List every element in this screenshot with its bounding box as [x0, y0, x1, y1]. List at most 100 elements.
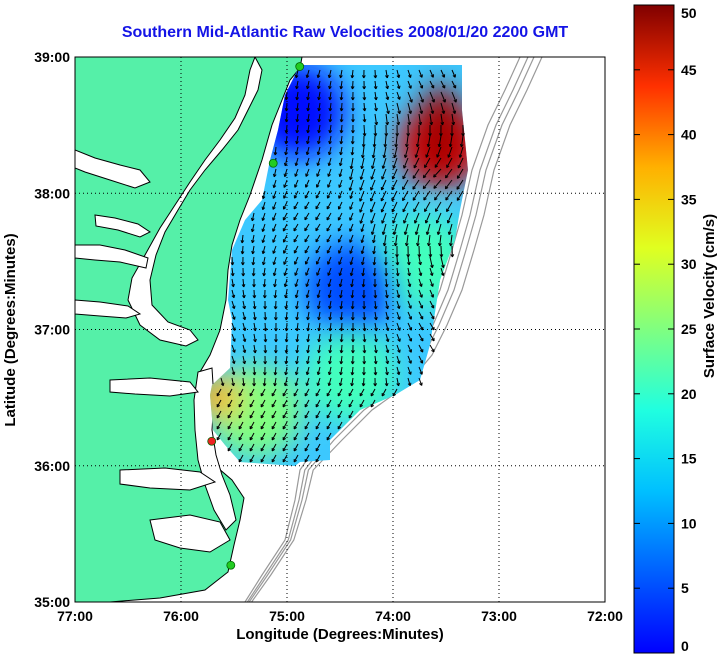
velocity-arrow: [349, 223, 354, 232]
velocity-arrow: [372, 256, 377, 266]
velocity-arrow: [261, 201, 266, 211]
velocity-arrow: [272, 190, 277, 199]
colorbar-tick-label: 10: [681, 515, 697, 531]
velocity-arrow: [429, 333, 435, 342]
velocity-arrow: [385, 311, 390, 321]
velocity-arrow: [274, 344, 278, 354]
velocity-arrow: [446, 212, 453, 224]
velocity-arrow: [360, 245, 365, 255]
velocity-arrow: [337, 234, 343, 243]
velocity-arrow: [328, 311, 333, 321]
velocity-arrow: [349, 234, 354, 243]
velocity-arrow: [373, 355, 378, 365]
velocity-arrow: [283, 245, 288, 254]
velocity-arrow: [361, 135, 366, 148]
velocity-arrow: [327, 179, 332, 188]
velocity-arrow: [440, 256, 445, 269]
colorbar-tick-label: 15: [681, 451, 697, 467]
velocity-arrow: [437, 135, 442, 148]
velocity-arrow: [260, 410, 266, 419]
velocity-arrow: [339, 80, 344, 90]
velocity-arrow: [429, 278, 434, 287]
velocity-arrow: [418, 80, 424, 89]
velocity-arrow: [396, 278, 400, 288]
velocity-arrow: [262, 377, 267, 387]
velocity-arrow: [282, 432, 288, 441]
velocity-arrow: [359, 201, 365, 213]
velocity-arrow: [433, 179, 442, 189]
velocity-arrow: [429, 322, 435, 331]
velocity-arrow: [414, 223, 420, 235]
velocity-arrow: [349, 256, 354, 266]
velocity-arrow: [305, 146, 310, 156]
colorbar-tick-label: 5: [681, 580, 689, 596]
velocity-arrow: [359, 212, 365, 224]
velocity-arrow: [317, 80, 321, 90]
velocity-arrow: [250, 223, 255, 233]
velocity-arrow: [444, 179, 453, 190]
velocity-arrow: [381, 168, 387, 180]
velocity-arrow: [370, 168, 376, 180]
velocity-arrow: [249, 399, 255, 408]
velocity-arrow: [446, 157, 453, 169]
velocity-arrow: [415, 135, 420, 148]
velocity-arrow: [328, 300, 332, 310]
velocity-arrow: [403, 157, 409, 169]
velocity-arrow: [385, 300, 389, 310]
velocity-arrow: [440, 267, 445, 276]
velocity-arrow: [295, 80, 299, 90]
x-tick-label: 76:00: [163, 608, 199, 624]
velocity-arrow: [242, 322, 247, 332]
plot-frame: [74, 56, 606, 603]
velocity-arrow: [304, 190, 310, 199]
velocity-arrow: [282, 234, 288, 243]
velocity-arrow: [395, 267, 400, 277]
y-tick-label: 35:00: [34, 594, 70, 610]
velocity-arrow: [306, 355, 310, 365]
velocity-arrow: [451, 80, 457, 89]
velocity-arrow: [385, 333, 390, 343]
velocity-arrow: [250, 212, 255, 222]
velocity-arrow: [260, 388, 266, 397]
velocity-arrow: [294, 377, 299, 387]
velocity-arrow: [240, 234, 245, 244]
velocity-arrow: [440, 91, 446, 103]
velocity-arrow: [339, 344, 344, 354]
x-tick-label: 74:00: [375, 608, 411, 624]
velocity-arrow: [418, 289, 423, 298]
velocity-arrow: [327, 377, 332, 387]
velocity-arrow: [306, 124, 310, 134]
velocity-arrow: [374, 102, 378, 112]
velocity-arrow: [370, 223, 376, 235]
velocity-arrow: [373, 80, 378, 90]
velocity-arrow: [339, 69, 343, 79]
velocity-arrow: [261, 223, 266, 232]
velocity-arrow: [440, 102, 446, 114]
velocity-arrow: [380, 190, 387, 202]
velocity-arrow: [283, 278, 288, 288]
velocity-arrow: [338, 245, 343, 254]
velocity-arrow: [304, 410, 310, 419]
velocity-arrow: [380, 179, 387, 191]
velocity-arrow: [263, 344, 268, 354]
velocity-arrow: [361, 267, 366, 277]
velocity-arrow: [337, 212, 343, 221]
velocity-arrow: [316, 289, 321, 299]
velocity-arrow: [241, 377, 246, 387]
velocity-arrow: [374, 344, 378, 354]
velocity-arrow: [295, 113, 300, 123]
station-marker: [268, 158, 278, 168]
velocity-arrow: [407, 300, 412, 309]
y-tick-label: 36:00: [34, 458, 70, 474]
velocity-arrow: [449, 234, 453, 247]
velocity-arrow: [294, 168, 299, 177]
velocity-arrow: [261, 212, 266, 221]
velocity-arrow: [295, 91, 300, 101]
velocity-arrow: [350, 366, 355, 376]
velocity-arrow: [394, 135, 399, 148]
velocity-arrow: [249, 410, 255, 419]
velocity-arrow: [326, 410, 332, 419]
velocity-arrow: [293, 245, 299, 254]
velocity-arrow: [306, 80, 310, 90]
velocity-arrow: [327, 157, 332, 167]
